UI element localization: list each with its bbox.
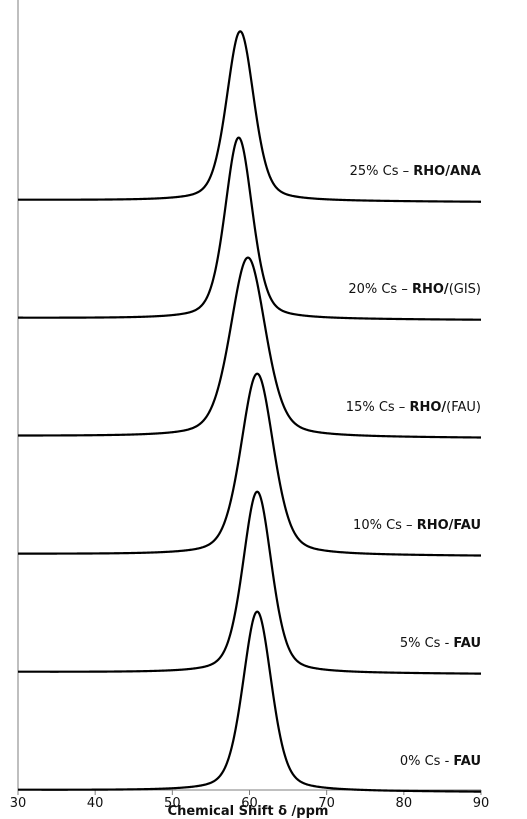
- spectrum-line-0: [17, 610, 482, 793]
- x-axis-title: Chemical Shift δ /ppm: [168, 804, 329, 819]
- x-tick-label: 90: [473, 796, 490, 811]
- x-tick-label: 30: [10, 796, 27, 811]
- series-label-0: 0% Cs - FAU: [400, 754, 481, 769]
- series-label-part: RHO/FAU: [417, 518, 481, 533]
- series-label-3: 15% Cs – RHO/(FAU): [346, 400, 481, 415]
- series-label-1: 5% Cs - FAU: [400, 636, 481, 651]
- spectrum-line-2: [17, 372, 482, 557]
- spectrum-line-1: [17, 490, 482, 675]
- x-tick-label: 60: [241, 796, 258, 811]
- series-label-part: (FAU): [446, 400, 481, 415]
- series-label-part: RHO/ANA: [413, 164, 481, 179]
- series-label-part: 15% Cs –: [346, 400, 410, 415]
- series-label-4: 20% Cs – RHO/(GIS): [348, 282, 481, 297]
- spectra: [17, 30, 482, 793]
- series-label-2: 10% Cs – RHO/FAU: [353, 518, 481, 533]
- x-tick-label: 70: [318, 796, 335, 811]
- series-label-part: RHO/: [409, 400, 446, 415]
- series-label-part: FAU: [453, 636, 481, 651]
- x-tick-label: 40: [87, 796, 104, 811]
- x-tick-label: 50: [164, 796, 181, 811]
- series-label-part: 5% Cs -: [400, 636, 454, 651]
- series-label-part: (GIS): [449, 282, 481, 297]
- spectrum-line-4: [17, 136, 482, 321]
- series-label-part: 0% Cs -: [400, 754, 454, 769]
- series-label-part: 10% Cs –: [353, 518, 417, 533]
- series-label-5: 25% Cs – RHO/ANA: [350, 164, 481, 179]
- x-ticks: 30 40 50 60 70 80 90: [10, 790, 490, 811]
- series-label-part: RHO/: [412, 282, 449, 297]
- series-label-part: 20% Cs –: [348, 282, 412, 297]
- series-label-part: FAU: [453, 754, 481, 769]
- spectrum-line-5: [17, 30, 482, 203]
- spectrum-line-3: [17, 256, 482, 439]
- series-label-part: 25% Cs –: [350, 164, 414, 179]
- x-tick-label: 80: [396, 796, 413, 811]
